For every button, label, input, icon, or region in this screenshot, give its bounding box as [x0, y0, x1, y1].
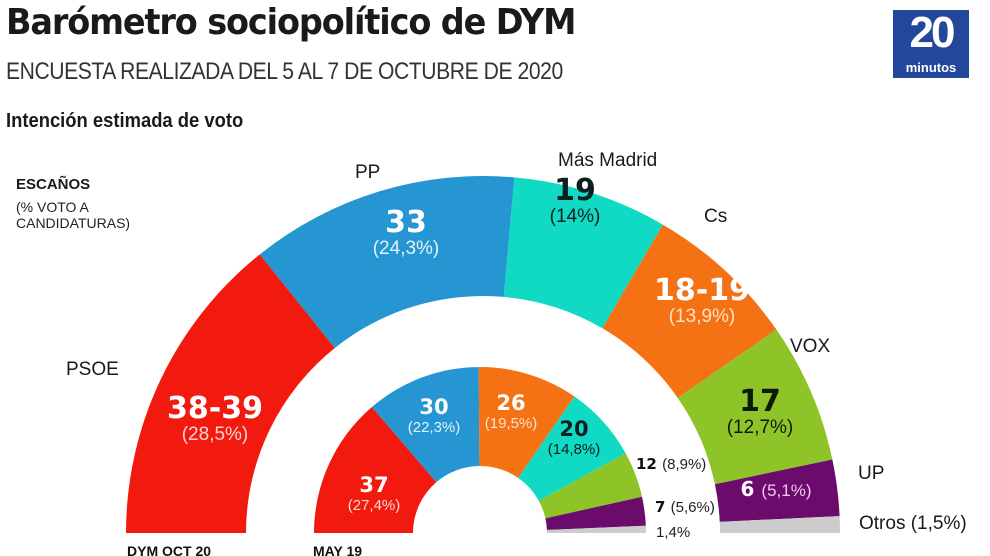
- oct20-seats-vox: 17: [739, 384, 781, 419]
- oct20-seats-mas-madrid: 19: [554, 173, 596, 208]
- oct20-pct-psoe: (28,5%): [182, 424, 249, 445]
- vote-pct: (5,6%): [671, 499, 715, 516]
- segment-may19-vox: [538, 453, 642, 519]
- oct20-pct-pp: (24,3%): [373, 238, 440, 259]
- oct20-seats-pp: 33: [385, 205, 427, 240]
- party-label-psoe: PSOE: [66, 359, 119, 380]
- may19-label-vox: 12 (8,9%): [636, 455, 706, 473]
- section-heading: Intención estimada de voto: [6, 110, 244, 132]
- chart-title: Barómetro sociopolítico de DYM: [6, 2, 576, 43]
- segment-oct20-psoe: [126, 254, 335, 533]
- segment-may19-cs: [478, 367, 575, 478]
- may19-seats-psoe: 37: [359, 473, 388, 497]
- segment-oct20-up: [714, 459, 840, 522]
- may19-pct-mas-madrid: (14,8%): [548, 441, 601, 458]
- may19-pct-pp: (22,3%): [408, 419, 461, 436]
- may19-label-up: 7 (5,6%): [655, 498, 715, 516]
- oct20-seats-cs: 18-19: [654, 273, 750, 308]
- brand-logo: 20 minutos: [893, 8, 969, 78]
- segment-may19-psoe: [314, 407, 437, 533]
- vote-pct: (5,1%): [761, 481, 811, 500]
- seat-count: 12: [636, 455, 662, 473]
- oct20-seats-psoe: 38-39: [167, 391, 263, 426]
- chart-subtitle: ENCUESTA REALIZADA DEL 5 AL 7 DE OCTUBRE…: [6, 58, 563, 85]
- party-label-otros: Otros (1,5%): [859, 513, 967, 534]
- segment-oct20-pp: [259, 176, 515, 349]
- logo-number: 20: [909, 8, 956, 57]
- party-label-pp: PP: [355, 162, 380, 183]
- seat-count: 6: [741, 477, 762, 501]
- seat-count: 7: [655, 498, 671, 516]
- oct20-pct-vox: (12,7%): [727, 417, 794, 438]
- segment-may19-pp: [371, 367, 480, 483]
- oct20-label-up: 6 (5,1%): [741, 477, 812, 501]
- segment-may19-up: [545, 496, 646, 531]
- logo-word: minutos: [905, 60, 957, 75]
- may19-label-otros: 1,4%: [656, 524, 690, 541]
- party-label-mas-madrid: Más Madrid: [558, 150, 657, 171]
- legend-subheading: (% VOTO A CANDIDATURAS): [16, 199, 131, 231]
- may19-seats-mas-madrid: 20: [559, 417, 588, 441]
- legend: ESCAÑOS (% VOTO A CANDIDATURAS): [16, 176, 130, 231]
- segment-oct20-cs: [602, 224, 777, 398]
- segment-may19-otros: [546, 525, 646, 533]
- vote-pct: 1,4%: [656, 524, 690, 541]
- may19-pct-cs: (19,5%): [485, 415, 538, 432]
- segment-may19-mas-madrid: [518, 396, 626, 501]
- oct20-pct-mas-madrid: (14%): [550, 206, 601, 227]
- party-label-vox: VOX: [790, 336, 830, 357]
- caption-may19: MAY 19: [313, 543, 362, 556]
- party-label-up: UP: [858, 463, 884, 484]
- vote-pct: (8,9%): [662, 456, 706, 473]
- caption-oct20: DYM OCT 20: [127, 543, 211, 556]
- party-label-cs: Cs: [704, 206, 727, 227]
- segment-oct20-mas-madrid: [503, 177, 663, 329]
- may19-seats-pp: 30: [419, 395, 448, 419]
- may19-pct-psoe: (27,4%): [348, 497, 401, 514]
- segment-oct20-otros: [719, 516, 840, 533]
- oct20-pct-cs: (13,9%): [669, 306, 736, 327]
- legend-heading: ESCAÑOS: [16, 176, 91, 193]
- segment-oct20-vox: [677, 329, 833, 485]
- may19-seats-cs: 26: [496, 391, 525, 415]
